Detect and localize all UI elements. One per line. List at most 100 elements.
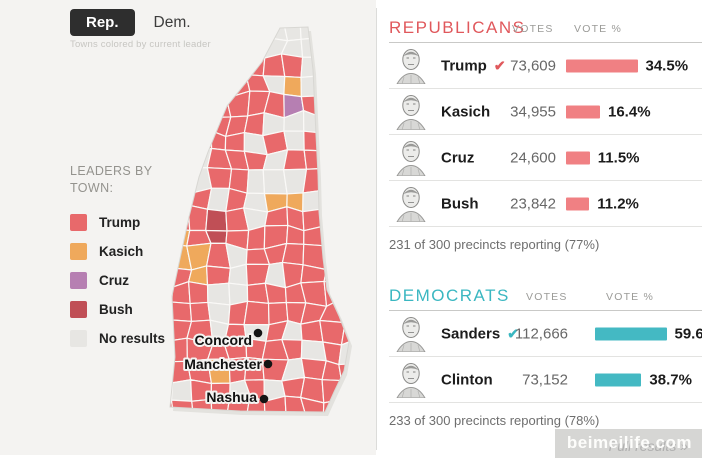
town-cell[interactable] [303, 130, 326, 152]
town-cell[interactable] [324, 205, 347, 233]
town-cell[interactable] [152, 111, 175, 136]
town-cell[interactable] [360, 244, 376, 269]
town-cell[interactable] [338, 281, 363, 303]
town-cell[interactable] [205, 265, 231, 286]
town-cell[interactable] [319, 74, 346, 99]
town-cell[interactable] [133, 53, 154, 79]
town-cell[interactable] [187, 91, 209, 119]
town-cell[interactable] [243, 300, 270, 326]
town-cell[interactable] [246, 225, 266, 251]
town-cell[interactable] [243, 112, 265, 137]
town-cell[interactable] [323, 0, 345, 21]
town-cell[interactable] [132, 78, 152, 98]
town-cell[interactable] [244, 20, 266, 38]
town-cell[interactable] [360, 382, 376, 397]
town-cell[interactable] [359, 416, 376, 440]
town-cell[interactable] [245, 0, 265, 21]
town-cell[interactable] [302, 109, 324, 134]
town-cell[interactable] [132, 95, 154, 118]
town-cell[interactable] [169, 415, 193, 439]
town-cell[interactable] [283, 75, 302, 98]
town-cell[interactable] [281, 242, 305, 266]
town-cell[interactable] [322, 225, 345, 251]
town-cell[interactable] [358, 2, 376, 22]
town-cell[interactable] [168, 167, 191, 195]
town-cell[interactable] [338, 299, 363, 324]
town-cell[interactable] [148, 438, 173, 455]
town-cell[interactable] [357, 433, 376, 455]
town-cell[interactable] [265, 420, 286, 439]
town-cell[interactable] [225, 35, 251, 56]
town-cell[interactable] [357, 154, 376, 171]
town-cell[interactable] [228, 263, 248, 286]
town-cell[interactable] [300, 74, 324, 98]
town-cell[interactable] [263, 395, 287, 421]
town-cell[interactable] [208, 53, 227, 81]
town-cell[interactable] [339, 188, 361, 209]
town-cell[interactable] [151, 75, 176, 100]
town-cell[interactable] [342, 224, 360, 251]
town-cell[interactable] [207, 73, 228, 99]
town-cell[interactable] [225, 53, 251, 81]
town-cell[interactable] [340, 439, 359, 455]
town-cell[interactable] [168, 301, 193, 322]
town-cell[interactable] [210, 395, 231, 421]
town-cell[interactable] [246, 35, 266, 59]
town-cell[interactable] [224, 131, 246, 152]
town-cell[interactable] [357, 54, 376, 80]
town-cell[interactable] [263, 435, 289, 455]
town-cell[interactable] [358, 302, 376, 326]
town-cell[interactable] [206, 4, 230, 19]
town-cell[interactable] [322, 54, 346, 78]
town-cell[interactable] [340, 113, 363, 134]
town-cell[interactable] [302, 207, 328, 232]
town-cell[interactable] [186, 18, 213, 43]
town-cell[interactable] [211, 37, 228, 55]
town-cell[interactable] [300, 0, 325, 21]
town-cell[interactable] [358, 188, 376, 207]
town-cell[interactable] [187, 73, 210, 95]
town-cell[interactable] [306, 420, 323, 439]
town-cell[interactable] [299, 21, 328, 40]
town-cell[interactable] [169, 438, 190, 455]
town-cell[interactable] [223, 19, 248, 40]
town-cell[interactable] [357, 39, 376, 61]
town-cell[interactable] [188, 109, 212, 134]
town-cell[interactable] [225, 2, 248, 20]
town-cell[interactable] [343, 2, 361, 22]
town-cell[interactable] [132, 436, 150, 455]
town-cell[interactable] [322, 417, 342, 439]
town-cell[interactable] [358, 225, 376, 244]
town-cell[interactable] [338, 90, 360, 117]
town-cell[interactable] [319, 319, 346, 346]
town-cell[interactable] [319, 95, 343, 118]
town-cell[interactable] [154, 381, 174, 401]
town-cell[interactable] [285, 434, 306, 455]
town-cell[interactable] [322, 36, 342, 58]
town-cell[interactable] [206, 167, 233, 190]
town-cell[interactable] [263, 0, 286, 21]
town-cell[interactable] [282, 0, 303, 21]
town-cell[interactable] [187, 53, 214, 75]
town-cell[interactable] [211, 415, 230, 440]
town-cell[interactable] [322, 439, 345, 455]
town-cell[interactable] [357, 263, 376, 286]
town-cell[interactable] [358, 20, 376, 42]
town-cell[interactable] [357, 339, 376, 364]
town-cell[interactable] [131, 415, 152, 440]
town-cell[interactable] [169, 227, 191, 247]
town-cell[interactable] [227, 415, 248, 440]
town-cell[interactable] [324, 188, 347, 209]
town-cell[interactable] [131, 382, 156, 402]
town-cell[interactable] [129, 135, 154, 156]
town-cell[interactable] [339, 262, 364, 286]
town-cell[interactable] [244, 435, 268, 455]
town-cell[interactable] [357, 285, 376, 306]
town-cell[interactable] [190, 415, 212, 439]
town-cell[interactable] [302, 167, 327, 194]
town-cell[interactable] [324, 21, 344, 42]
town-cell[interactable] [357, 321, 376, 345]
town-cell[interactable] [188, 130, 213, 153]
town-cell[interactable] [322, 132, 347, 154]
town-cell[interactable] [337, 54, 364, 81]
